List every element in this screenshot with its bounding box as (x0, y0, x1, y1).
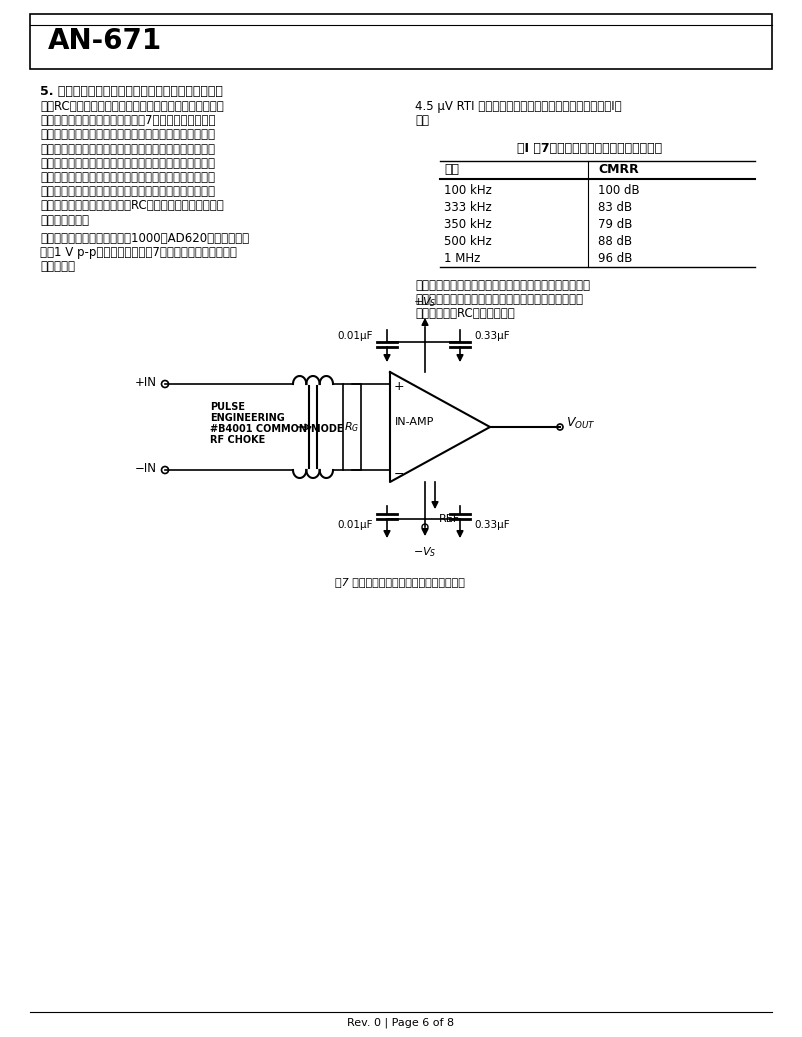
Text: 采用射频扜流圈、额定增益为1000的AD620仗表放大器，: 采用射频扜流圈、额定增益为1000的AD620仗表放大器， (40, 232, 249, 245)
Text: −: − (394, 468, 404, 481)
Text: 作为RC输入滤波器的替代方案，可在仗表放大器的前面连: 作为RC输入滤波器的替代方案，可在仗表放大器的前面连 (40, 100, 224, 113)
FancyBboxPatch shape (30, 15, 772, 69)
Text: RF CHOKE: RF CHOKE (210, 435, 265, 445)
Text: 83 dB: 83 dB (598, 201, 632, 214)
Text: 一种采用共用铁芯的双路绕组射频扜流圈。两个输入端的: 一种采用共用铁芯的双路绕组射频扜流圈。两个输入端的 (40, 129, 215, 141)
Text: 示。: 示。 (415, 114, 429, 128)
Text: 0.33μF: 0.33μF (474, 520, 509, 530)
Text: 输入1 V p-p共模正弦波时，图7所示电路可使直流失调电: 输入1 V p-p共模正弦波时，图7所示电路可使直流失调电 (40, 246, 237, 259)
Text: 下，最好使用RC输入滤波器。: 下，最好使用RC输入滤波器。 (415, 307, 515, 320)
Text: 79 dB: 79 dB (598, 218, 632, 231)
Text: 5. 使用共模射频扜流圈做仗表放大器射频干扰滤波器: 5. 使用共模射频扜流圈做仗表放大器射频干扰滤波器 (40, 85, 223, 99)
Text: $-V_S$: $-V_S$ (413, 545, 437, 559)
Text: 扜流圈的质量，最好选用内部匹配良好的扜流圈。使用扜: 扜流圈的质量，最好选用内部匹配良好的扜流圈。使用扜 (40, 186, 215, 198)
Text: 任何共模输入射频信号都会被扜流圈衰减。共模扜流圈以: 任何共模输入射频信号都会被扜流圈衰减。共模扜流圈以 (40, 143, 215, 156)
Text: $R_G$: $R_G$ (344, 420, 359, 433)
Text: 表I 图7所示电路的交流共模抑制比与频率: 表I 图7所示电路的交流共模抑制比与频率 (517, 142, 662, 155)
Text: 4.5 μV RTI 的水平。高频共模抑制比也大幅降低，如表I所: 4.5 μV RTI 的水平。高频共模抑制比也大幅降低，如表I所 (415, 100, 622, 113)
Text: 350 kHz: 350 kHz (444, 218, 492, 231)
Text: CMRR: CMRR (598, 163, 638, 176)
Text: 96 dB: 96 dB (598, 252, 632, 265)
Text: 输入保护功能。: 输入保护功能。 (40, 214, 89, 227)
Text: 因此，使用共模扜流圈有时不足以解决问题。这些情况: 因此，使用共模扜流圈有时不足以解决问题。这些情况 (415, 293, 583, 306)
Text: 图7 使用商用共模射频扜流圈抑制射频干扰: 图7 使用商用共模射频扜流圈抑制射频干扰 (335, 577, 465, 587)
Text: 频率: 频率 (444, 163, 459, 176)
Text: $V_{OUT}$: $V_{OUT}$ (566, 416, 596, 430)
Text: 500 kHz: 500 kHz (444, 235, 492, 248)
Text: PULSE: PULSE (210, 402, 245, 412)
Text: 100 dB: 100 dB (598, 184, 640, 197)
Text: 接一个商用共模射频扜流圈，如图7所示。共模扜流圈是: 接一个商用共模射频扜流圈，如图7所示。共模扜流圈是 (40, 114, 216, 128)
Text: 0.01μF: 0.01μF (338, 331, 373, 341)
Text: 流圈的另一潜在问题是无法像RC射频干扰滤波器那样提高: 流圈的另一潜在问题是无法像RC射频干扰滤波器那样提高 (40, 199, 224, 213)
Text: 88 dB: 88 dB (598, 235, 632, 248)
Text: 了更宽的信号通带，但这种方法的有效性取决于所用共模: 了更宽的信号通带，但这种方法的有效性取决于所用共模 (40, 171, 215, 184)
Text: +IN: +IN (135, 375, 157, 389)
Text: 0.33μF: 0.33μF (474, 331, 509, 341)
Text: $+V_S$: $+V_S$ (413, 296, 437, 309)
Text: REF: REF (439, 514, 460, 524)
Text: IN-AMP: IN-AMP (395, 417, 435, 427)
Text: 1 MHz: 1 MHz (444, 252, 480, 265)
Text: 由于有些仗表放大器比其它放大器较易受射频干扰影响，: 由于有些仗表放大器比其它放大器较易受射频干扰影响， (415, 279, 590, 292)
Text: 100 kHz: 100 kHz (444, 184, 492, 197)
Text: Rev. 0 | Page 6 of 8: Rev. 0 | Page 6 of 8 (347, 1017, 455, 1028)
Text: #B4001 COMMON-MODE: #B4001 COMMON-MODE (210, 424, 343, 435)
Bar (343, 384, 361, 470)
Text: 0.01μF: 0.01μF (338, 520, 373, 530)
Text: +: + (394, 380, 405, 393)
Text: −IN: −IN (135, 461, 157, 475)
Text: 少量元件提供了一种简单的射频干扰抑制方式，同时获得: 少量元件提供了一种简单的射频干扰抑制方式，同时获得 (40, 157, 215, 170)
Text: AN-671: AN-671 (48, 27, 162, 55)
Text: ENGINEERING: ENGINEERING (210, 413, 285, 423)
Text: 压降至低于: 压降至低于 (40, 260, 75, 273)
Text: 333 kHz: 333 kHz (444, 201, 492, 214)
